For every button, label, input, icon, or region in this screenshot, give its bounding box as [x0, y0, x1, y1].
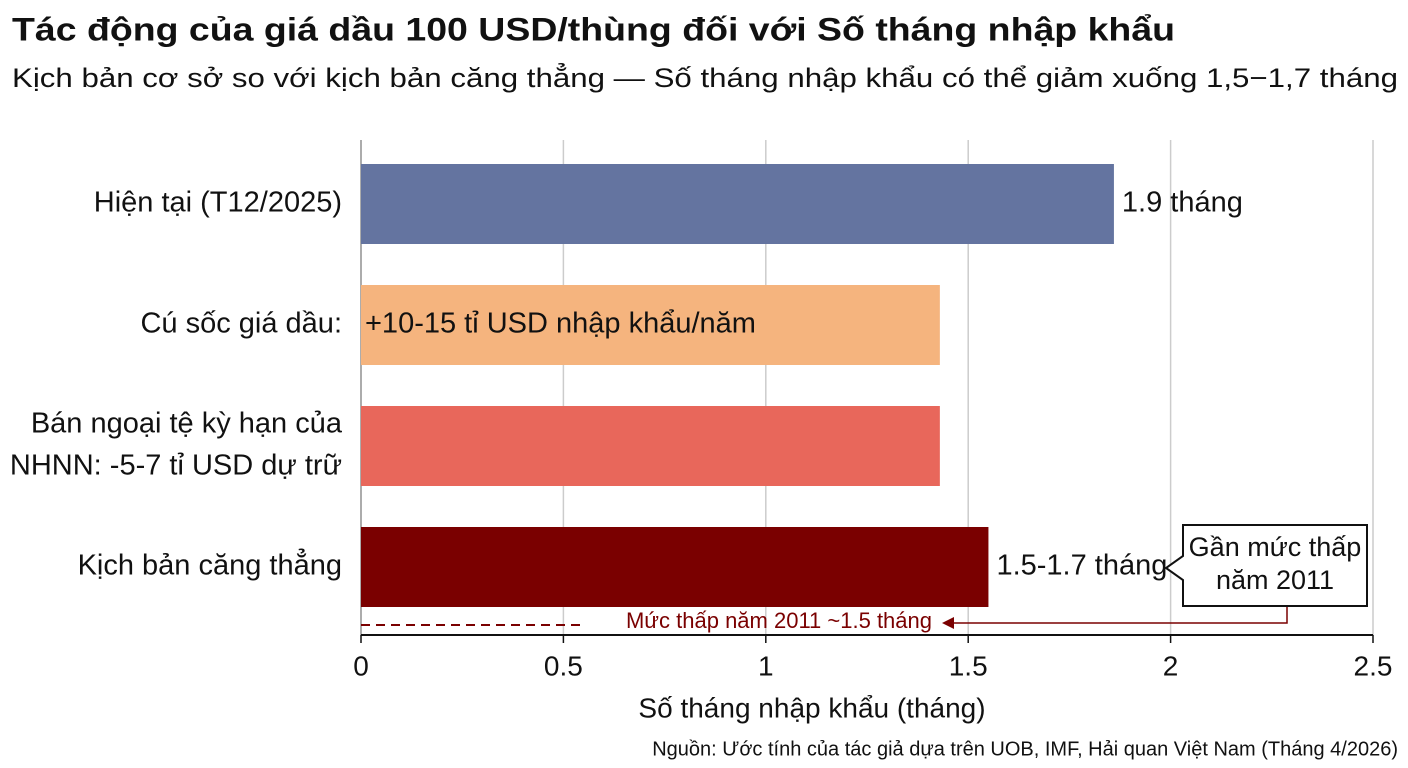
callout-text: năm 2011	[1216, 565, 1334, 595]
x-tick-label: 0	[353, 650, 369, 681]
x-axis-label: Số tháng nhập khẩu (tháng)	[638, 692, 985, 723]
annotation-arrow	[952, 606, 1288, 624]
y-tick-label: Hiện tại (T12/2025)	[94, 187, 342, 219]
arrow-head	[942, 617, 954, 629]
y-tick-label: Bán ngoại tệ kỳ hạn của	[31, 408, 343, 440]
x-tick-label: 1	[758, 650, 774, 681]
y-tick-label: Cú sốc giá dầu:	[140, 308, 342, 340]
callout-text: Gần mức thấp	[1189, 532, 1362, 562]
y-tick-label: NHNN: -5-7 tỉ USD dự trữ	[10, 450, 342, 482]
source-note: Nguồn: Ước tính của tác giả dựa trên UOB…	[652, 738, 1398, 760]
chart-title: Tác động của giá dầu 100 USD/thùng đối v…	[12, 11, 1175, 47]
x-tick-label: 2.5	[1354, 650, 1393, 681]
x-tick-label: 1.5	[949, 650, 988, 681]
bar	[361, 527, 989, 607]
value-label: 1.9 tháng	[1122, 187, 1243, 219]
callout-box	[1164, 524, 1368, 607]
bar	[361, 406, 940, 486]
chart-subtitle: Kịch bản cơ sở so với kịch bản căng thẳn…	[12, 61, 1398, 93]
bar	[361, 164, 1114, 244]
y-tick-label: Kịch bản căng thẳng	[78, 548, 342, 582]
reference-label: Mức thấp năm 2011 ~1.5 tháng	[626, 608, 932, 633]
value-label: +10-15 tỉ USD nhập khẩu/năm	[365, 308, 756, 340]
value-label: 1.5-1.7 tháng	[996, 550, 1167, 582]
x-tick-label: 2	[1163, 650, 1179, 681]
bar	[361, 285, 940, 365]
x-tick-label: 0.5	[544, 650, 583, 681]
